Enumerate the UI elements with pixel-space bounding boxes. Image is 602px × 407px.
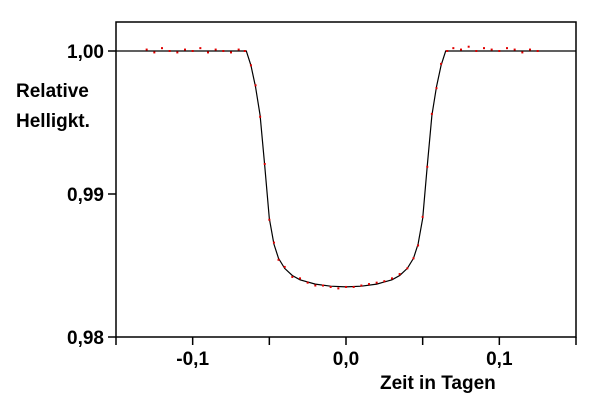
- data-point: [426, 165, 429, 168]
- data-point: [168, 50, 171, 52]
- data-point: [498, 50, 501, 52]
- data-point: [383, 280, 386, 283]
- data-point: [435, 87, 438, 90]
- data-point: [446, 50, 449, 52]
- data-point: [506, 47, 508, 50]
- data-point: [513, 48, 516, 51]
- data-point: [360, 284, 363, 287]
- data-point: [222, 50, 225, 52]
- data-point: [214, 48, 217, 51]
- data-point: [375, 281, 378, 284]
- x-axis-ticks: -0,1 0,0 0,1: [115, 337, 577, 370]
- data-point: [391, 277, 393, 280]
- data-point: [184, 48, 186, 51]
- data-point: [243, 50, 246, 52]
- data-point: [191, 50, 194, 52]
- data-point: [430, 112, 433, 115]
- data-point: [207, 51, 209, 54]
- y-tick-label: 1,00: [67, 42, 104, 63]
- data-point: [237, 48, 240, 51]
- data-point: [230, 51, 232, 54]
- data-point: [153, 51, 156, 54]
- data-point: [199, 47, 202, 50]
- y-tick-label: 0,98: [67, 328, 104, 349]
- data-point: [283, 265, 286, 268]
- data-point: [337, 287, 340, 290]
- data-point: [314, 284, 317, 287]
- data-point: [263, 162, 266, 165]
- model-curve-line: [116, 50, 576, 288]
- data-point: [249, 64, 252, 67]
- data-point: [161, 47, 163, 50]
- x-axis-label: Zeit in Tagen: [380, 373, 496, 394]
- data-point: [412, 257, 415, 260]
- y-axis-ticks: 1,00 0,99 0,98: [67, 42, 116, 349]
- y-axis-label-line-2: Hellig​kt.: [16, 111, 90, 132]
- x-tick-label: -0,1: [176, 349, 209, 370]
- x-tick-label: 0,1: [486, 349, 513, 370]
- data-point: [529, 48, 531, 51]
- data-point: [306, 281, 309, 284]
- data-point: [176, 51, 179, 54]
- data-point: [329, 285, 332, 288]
- data-point: [521, 51, 524, 54]
- data-point: [467, 45, 470, 48]
- data-point: [483, 47, 485, 50]
- data-point: [475, 50, 478, 52]
- series-layer: [116, 45, 576, 290]
- data-point: [259, 115, 262, 118]
- data-point: [368, 283, 370, 286]
- y-tick-label: 0,99: [67, 185, 104, 206]
- data-point: [254, 84, 257, 87]
- data-point: [345, 285, 347, 288]
- plot-frame: [115, 21, 577, 338]
- data-point: [490, 48, 493, 51]
- data-point: [417, 244, 420, 247]
- x-tick-label: 0,0: [333, 349, 359, 370]
- data-point: [352, 285, 355, 288]
- data-point: [421, 215, 424, 218]
- data-point: [272, 241, 275, 244]
- y-axis-label-line-1: Relative: [16, 81, 89, 102]
- data-point: [291, 275, 294, 278]
- data-point: [452, 47, 455, 50]
- data-point: [398, 273, 401, 276]
- data-point: [268, 218, 271, 221]
- data-point: [406, 267, 409, 270]
- data-point: [536, 50, 539, 52]
- data-point: [299, 277, 301, 280]
- data-point: [322, 284, 324, 287]
- data-point: [277, 258, 280, 261]
- data-point: [145, 48, 148, 51]
- data-point: [460, 48, 462, 51]
- data-point: [440, 62, 443, 65]
